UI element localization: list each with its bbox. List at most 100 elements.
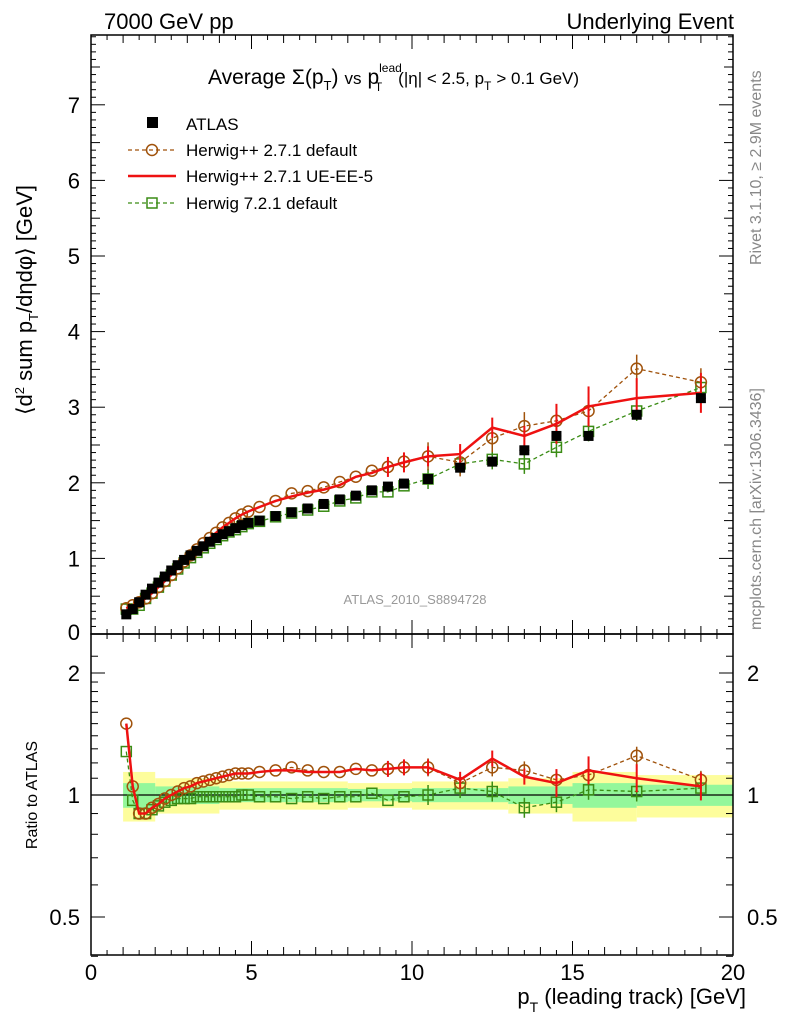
atlas-marker <box>551 430 562 441</box>
atlas-marker <box>631 409 642 420</box>
atlas-marker <box>423 474 434 485</box>
herwig721-marker <box>518 458 531 470</box>
atlas-marker <box>398 478 409 489</box>
ratio-herwig-default-marker <box>197 775 210 788</box>
atlas-marker <box>519 445 530 456</box>
herwig-ueee5-line <box>125 391 702 610</box>
analysis-id-label: ATLAS_2010_S8894728 <box>344 592 487 607</box>
ratio-herwig721-marker <box>126 794 139 807</box>
atlas-marker <box>350 490 361 501</box>
atlas-marker <box>455 462 466 473</box>
atlas-marker <box>286 507 297 518</box>
ratio-herwig-default-marker <box>216 770 229 783</box>
ratio-herwig721-marker <box>486 785 498 798</box>
ratio-y-tick-label: 1 <box>68 783 80 808</box>
legend-marker-herwig-default <box>145 143 159 157</box>
main-y-tick-label: 1 <box>68 546 80 571</box>
legend-marker-atlas <box>147 117 158 128</box>
ratio-x-tick-label: 5 <box>245 960 257 985</box>
ratio-y-tick-label: 2 <box>68 661 80 686</box>
atlas-marker <box>204 536 215 547</box>
atlas-marker <box>166 565 177 576</box>
ratio-herwig721-marker <box>582 784 595 796</box>
ratio-herwig-default-marker <box>145 801 159 815</box>
ratio-herwig721-marker <box>518 802 531 814</box>
ratio-herwig-default-marker <box>171 785 184 798</box>
main-y-tick-label: 4 <box>68 320 80 345</box>
legend-label-atlas: ATLAS <box>186 115 239 134</box>
ratio-herwig-default-marker <box>184 780 197 793</box>
herwig-default-marker <box>253 500 266 514</box>
ratio-herwig-default-marker <box>203 773 217 787</box>
ratio-y-tick-label-right: 0.5 <box>747 905 778 930</box>
main-y-axis-label: ⟨d2 sum pT/dηdφ⟩ [GeV] <box>12 185 41 415</box>
atlas-marker <box>185 550 196 561</box>
legend: ATLAS Herwig++ 2.7.1 default Herwig++ 2.… <box>128 115 373 213</box>
ratio-x-tick-label: 20 <box>721 960 745 985</box>
ratio-herwig721-marker <box>366 787 378 799</box>
ratio-herwig721-marker <box>184 792 197 805</box>
ratio-herwig721-marker <box>242 789 255 801</box>
atlas-marker <box>217 529 228 540</box>
atlas-marker <box>695 393 706 404</box>
herwig-default-marker <box>285 487 298 500</box>
atlas-marker <box>243 517 254 528</box>
ratio-herwig721-marker <box>334 791 346 803</box>
rivet-version-label: Rivet 3.1.10, ≥ 2.9M events <box>748 70 765 265</box>
atlas-marker <box>140 589 151 600</box>
ratio-x-tick-label: 10 <box>400 960 424 985</box>
ratio-herwig721-marker <box>236 789 248 801</box>
atlas-marker <box>153 577 164 588</box>
ratio-herwig-default-marker <box>177 781 191 795</box>
ratio-herwig721-marker <box>229 791 242 803</box>
main-y-tick-label: 2 <box>68 471 80 496</box>
ratio-herwig721-marker <box>382 794 394 807</box>
atlas-marker <box>382 481 393 492</box>
atlas-marker <box>172 560 183 571</box>
atlas-marker <box>191 545 202 556</box>
main-y-tick-label: 3 <box>68 395 80 420</box>
atlas-marker <box>198 541 209 552</box>
atlas-marker <box>230 523 241 534</box>
atlas-marker <box>318 498 329 509</box>
ratio-y-tick-label: 0.5 <box>49 905 80 930</box>
atlas-marker <box>121 609 132 620</box>
herwig-default-marker <box>132 595 146 609</box>
energy-label: 7000 GeV pp <box>104 9 234 34</box>
ratio-herwig721-marker <box>216 791 229 803</box>
atlas-marker <box>179 554 190 565</box>
ratio-herwig721-marker <box>350 791 362 803</box>
atlas-marker <box>211 532 222 543</box>
atlas-marker <box>236 520 247 531</box>
atlas-marker <box>366 485 377 496</box>
ratio-herwig721-marker <box>285 792 298 805</box>
ratio-herwig721-marker <box>171 792 184 805</box>
ratio-y-axis-label: Ratio to ATLAS <box>24 741 41 849</box>
ratio-herwig721-marker <box>120 745 133 758</box>
ratio-herwig721-marker <box>197 791 210 803</box>
ratio-y-tick-label-right: 1 <box>747 783 759 808</box>
ratio-herwig-default-marker <box>209 771 223 785</box>
process-label: Underlying Event <box>566 9 734 34</box>
legend-label-herwig-default: Herwig++ 2.7.1 default <box>186 141 357 160</box>
atlas-marker <box>146 583 157 594</box>
main-y-tick-label: 7 <box>68 93 80 118</box>
atlas-marker <box>583 430 594 441</box>
main-y-tick-label: 5 <box>68 244 80 269</box>
ratio-herwig721-marker <box>317 792 330 805</box>
ratio-herwig-default-marker <box>285 761 298 774</box>
ratio-herwig721-marker <box>191 791 203 803</box>
atlas-marker <box>254 515 265 526</box>
legend-label-herwig-ueee5: Herwig++ 2.7.1 UE-EE-5 <box>186 167 373 186</box>
atlas-marker <box>159 571 170 582</box>
main-title: Average Σ(pT) vs plead T (|η| < 2.5, pT > 0.1 … <box>208 61 579 94</box>
ratio-herwig721-marker <box>269 791 282 803</box>
ratio-x-tick-label: 0 <box>85 960 97 985</box>
ratio-herwig-default-marker <box>190 776 204 790</box>
ratio-herwig721-marker <box>422 789 434 801</box>
ratio-herwig721-marker <box>301 791 314 803</box>
ratio-herwig721-marker <box>204 791 216 803</box>
ratio-herwig721-marker <box>398 791 410 803</box>
atlas-marker <box>334 494 345 505</box>
